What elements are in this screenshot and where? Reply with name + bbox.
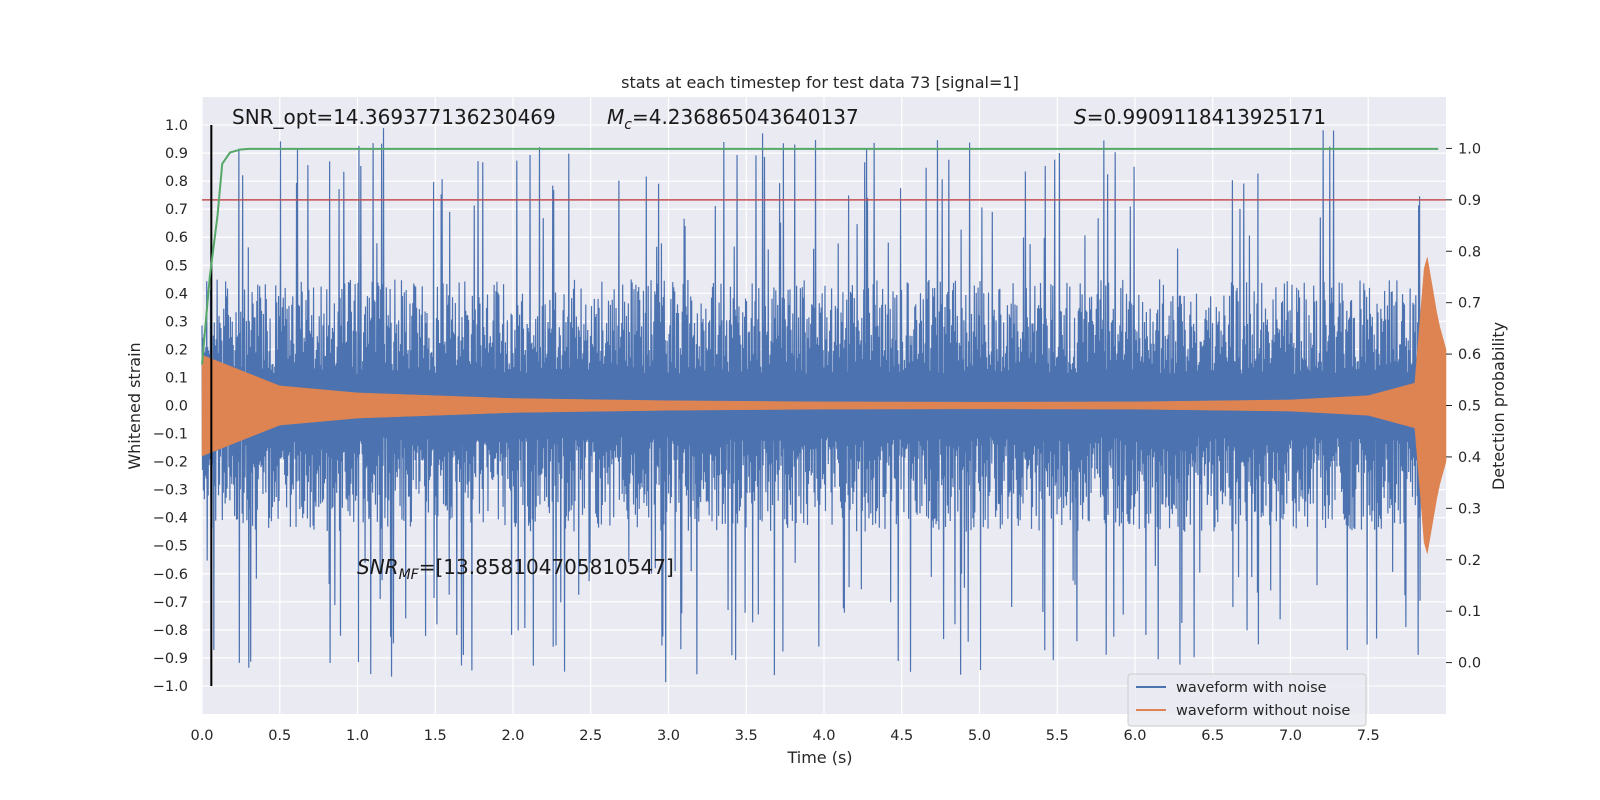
x-tick-label: 7.0 — [1279, 728, 1302, 744]
y-axis-label-right: Detection probability — [1489, 322, 1508, 490]
x-tick-label: 7.5 — [1357, 728, 1380, 744]
annotation-mc-value: =4.236865043640137 — [632, 105, 859, 129]
detection-probability-line — [201, 147, 1439, 365]
annotation-snr-mf-value: =[13.858104705810547] — [419, 555, 674, 579]
x-tick-label: 0.5 — [268, 728, 291, 744]
y-tick-label-left: −0.9 — [153, 651, 188, 667]
y-tick-label-right: 0.2 — [1458, 553, 1481, 569]
overlay-lines — [201, 125, 1446, 686]
y-tick-label-right: 0.1 — [1458, 604, 1481, 620]
y-tick-label-right: 0.9 — [1458, 193, 1481, 209]
x-tick-label: 3.0 — [657, 728, 680, 744]
y-tick-label-left: 1.0 — [165, 118, 188, 134]
y-tick-label-left: 0.0 — [165, 399, 188, 415]
y-tick-label-left: −0.1 — [153, 427, 188, 443]
y-tick-label-right: 0.0 — [1458, 656, 1481, 672]
legend: waveform with noise waveform without noi… — [1127, 673, 1367, 727]
x-tick-label: 6.0 — [1123, 728, 1146, 744]
legend-box — [1127, 673, 1367, 727]
y-ticks-left: 1.0 0.9 0.8 0.7 0.6 0.5 0.4 0.3 0.2 0.1 0.0 −0.1 −0.… — [153, 118, 188, 695]
x-tick-label: 2.5 — [579, 728, 602, 744]
y-tick-label-left: 0.5 — [165, 258, 188, 274]
x-tick-label: 1.0 — [346, 728, 369, 744]
x-tick-label: 2.0 — [501, 728, 524, 744]
y-tick-label-left: −0.3 — [153, 483, 188, 499]
y-ticks-right: 1.0 0.9 0.8 0.7 0.6 0.5 0.4 0.3 0.2 0.1 0.0 — [1446, 141, 1481, 672]
x-tick-label: 1.5 — [424, 728, 447, 744]
annotation-snr-opt: SNR_opt=14.369377136230469 — [232, 105, 556, 129]
annotation-mc-subscript: c — [624, 117, 632, 133]
y-tick-label-right: 1.0 — [1458, 141, 1481, 157]
y-tick-label-left: −0.5 — [153, 539, 188, 555]
noise-series — [201, 128, 1432, 683]
y-tick-label-left: 0.1 — [165, 370, 188, 386]
y-tick-label-right: 0.8 — [1458, 244, 1481, 260]
annotation-snr-mf: SNRMF=[13.858104705810547] — [357, 555, 674, 583]
x-axis-label: Time (s) — [786, 748, 852, 767]
y-tick-label-right: 0.5 — [1458, 399, 1481, 415]
legend-label-clean: waveform without noise — [1176, 703, 1350, 719]
y-axis-label-left: Whitened strain — [125, 342, 144, 469]
annotation-snr-mf-subscript: MF — [399, 567, 420, 583]
clean-series — [201, 257, 1447, 554]
y-tick-label-left: −0.8 — [153, 623, 188, 639]
annotation-mc: Mc=4.236865043640137 — [607, 105, 859, 133]
x-tick-label: 3.5 — [735, 728, 758, 744]
x-tick-label: 5.5 — [1046, 728, 1069, 744]
y-tick-label-right: 0.3 — [1458, 501, 1481, 517]
clean-waveform — [201, 257, 1447, 554]
annotation-snr-mf-symbol: SNR — [357, 555, 399, 579]
x-ticks: 0.0 0.5 1.0 1.5 2.0 2.5 3.0 3.5 4.0 4.5 5.0 5.5 6.0 6… — [190, 728, 1379, 744]
y-tick-label-left: −1.0 — [153, 679, 188, 695]
annotation-s-value: =0.9909118413925171 — [1087, 105, 1326, 129]
y-tick-label-left: 0.6 — [165, 230, 188, 246]
y-tick-label-right: 0.6 — [1458, 347, 1481, 363]
x-tick-label: 6.5 — [1201, 728, 1224, 744]
y-tick-label-left: 0.4 — [165, 286, 188, 302]
y-tick-label-left: 0.7 — [165, 202, 188, 218]
y-tick-label-left: 0.8 — [165, 174, 188, 190]
x-tick-label: 5.0 — [968, 728, 991, 744]
y-tick-label-left: −0.6 — [153, 567, 188, 583]
annotation-s: S=0.9909118413925171 — [1074, 105, 1326, 129]
annotation-mc-symbol: M — [607, 105, 624, 129]
chart-title: stats at each timestep for test data 73 … — [621, 73, 1019, 92]
y-tick-label-left: 0.3 — [165, 314, 188, 330]
x-tick-label: 4.5 — [890, 728, 913, 744]
y-tick-label-left: 0.2 — [165, 342, 188, 358]
legend-label-noise: waveform with noise — [1176, 680, 1327, 696]
y-tick-label-right: 0.7 — [1458, 296, 1481, 312]
annotation-s-symbol: S — [1074, 105, 1087, 129]
y-tick-label-left: −0.4 — [153, 511, 188, 527]
y-tick-label-left: −0.2 — [153, 455, 188, 471]
y-tick-label-left: 0.9 — [165, 146, 188, 162]
x-tick-label: 0.0 — [190, 728, 213, 744]
y-tick-label-left: −0.7 — [153, 595, 188, 611]
x-tick-label: 4.0 — [812, 728, 835, 744]
y-tick-label-right: 0.4 — [1458, 450, 1481, 466]
noise-waveform — [201, 128, 1432, 683]
